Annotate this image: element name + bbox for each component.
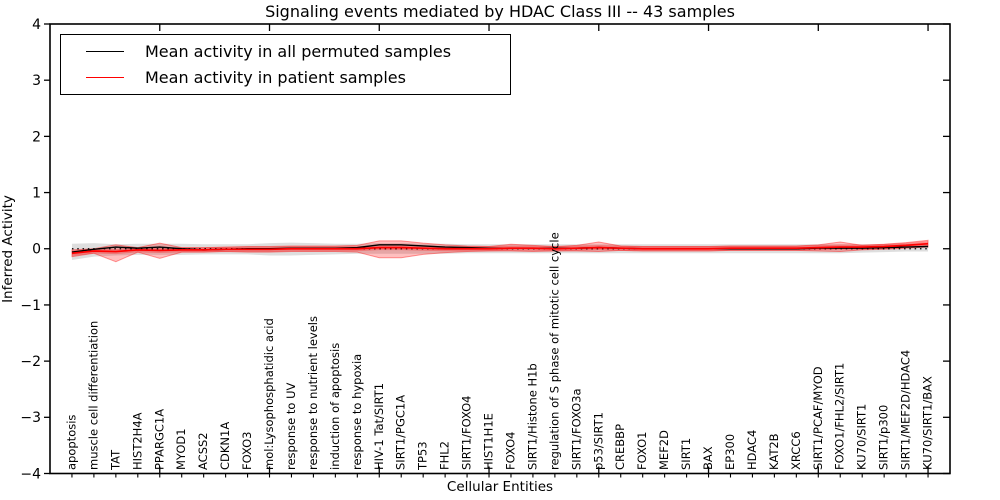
- x-axis-label: Cellular Entities: [446, 479, 554, 495]
- y-tick-label: −2: [20, 354, 41, 370]
- x-tick-label: SIRT1/FOXO3a: [569, 388, 583, 470]
- x-tick-label: KAT2B: [767, 433, 781, 470]
- x-tick-label: TAT: [108, 449, 122, 471]
- x-tick-label: induction of apoptosis: [328, 343, 342, 470]
- y-tick-label: −4: [20, 466, 41, 482]
- x-tick-label: FHL2: [438, 441, 452, 470]
- y-tick-label: −1: [20, 298, 41, 314]
- x-tick-label: HIST1H1E: [482, 413, 496, 470]
- x-tick-label: muscle cell differentiation: [86, 321, 100, 470]
- y-tick-label: 2: [32, 129, 41, 145]
- y-tick-label: 1: [32, 185, 41, 201]
- x-tick-label: MEF2D: [657, 430, 671, 470]
- y-tick-label: 0: [32, 242, 41, 258]
- x-tick-label: BAX: [701, 446, 715, 470]
- x-tick-label: response to nutrient levels: [306, 316, 320, 470]
- y-axis-label: Inferred Activity: [0, 195, 16, 303]
- x-tick-label: FOXO1/FHL2/SIRT1: [833, 363, 847, 470]
- x-tick-label: HIST2H4A: [130, 412, 144, 470]
- x-tick-label: SIRT1/p300: [877, 405, 891, 470]
- y-tick-label: 4: [32, 17, 41, 33]
- y-tick-label: −3: [20, 410, 41, 426]
- chart-title: Signaling events mediated by HDAC Class …: [265, 2, 735, 21]
- x-tick-label: XRCC6: [789, 431, 803, 470]
- x-tick-label: FOXO3: [240, 432, 254, 470]
- x-tick-label: SIRT1/PCAF/MYOD: [811, 366, 825, 470]
- x-tick-label: SIRT1/MEF2D/HDAC4: [899, 350, 913, 470]
- x-tick-label: CREBBP: [613, 424, 627, 470]
- legend-item-permuted: Mean activity in all permuted samples: [61, 42, 510, 61]
- x-tick-label: HIV-1 Tat/SIRT1: [372, 383, 386, 470]
- x-tick-label: HDAC4: [745, 430, 759, 470]
- x-tick-label: response to UV: [284, 382, 298, 470]
- patient-line-swatch-icon: [86, 77, 124, 78]
- x-tick-label: CDKN1A: [218, 422, 232, 470]
- x-tick-label: SIRT1/Histone H1b: [525, 363, 539, 470]
- x-tick-label: SIRT1/PGC1A: [394, 395, 408, 470]
- x-tick-label: response to hypoxia: [350, 354, 364, 470]
- permuted-line-swatch-icon: [86, 51, 124, 52]
- x-tick-label: TP53: [416, 441, 430, 471]
- x-tick-label: FOXO1: [635, 432, 649, 470]
- x-tick-label: KU70/SIRT1: [855, 404, 869, 470]
- legend: Mean activity in all permuted samples Me…: [60, 34, 511, 95]
- mean-patient-line: [71, 242, 929, 255]
- x-tick-label: KU70/SIRT1/BAX: [921, 376, 935, 470]
- x-tick-label: apoptosis: [64, 415, 78, 470]
- x-tick-label: p53/SIRT1: [591, 412, 605, 470]
- x-tick-label: SIRT1: [679, 438, 693, 470]
- x-tick-label: SIRT1/FOXO4: [460, 395, 474, 470]
- y-tick-label: 3: [32, 73, 41, 89]
- legend-item-patient: Mean activity in patient samples: [61, 68, 510, 87]
- x-tick-label: ACSS2: [196, 432, 210, 470]
- permuted-band: [71, 242, 929, 260]
- x-tick-label: mol:Lysophosphatidic acid: [262, 318, 276, 470]
- x-tick-label: regulation of S phase of mitotic cell cy…: [547, 232, 561, 470]
- x-tick-label: EP300: [723, 434, 737, 470]
- x-tick-label: PPARGC1A: [152, 409, 166, 470]
- legend-label: Mean activity in all permuted samples: [145, 42, 452, 61]
- x-tick-label: MYOD1: [174, 428, 188, 470]
- legend-label: Mean activity in patient samples: [145, 68, 406, 87]
- x-tick-label: FOXO4: [503, 432, 517, 470]
